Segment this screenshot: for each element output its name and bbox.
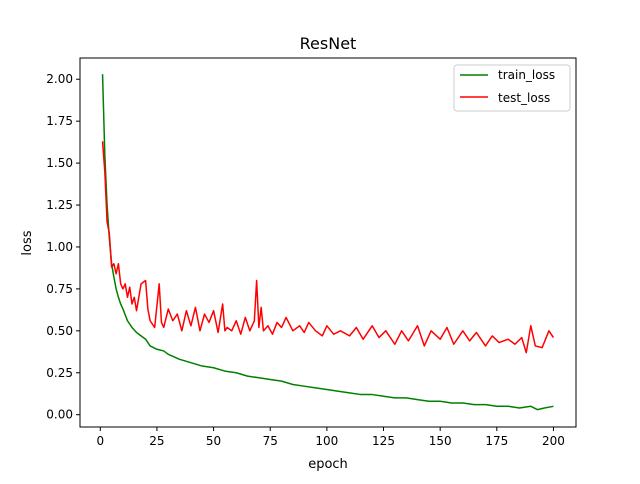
y-tick-label: 0.00 bbox=[46, 408, 73, 422]
y-tick-label: 0.50 bbox=[46, 324, 73, 338]
legend-label-train-loss: train_loss bbox=[498, 68, 555, 82]
x-tick-label: 75 bbox=[263, 434, 278, 448]
legend-label-test-loss: test_loss bbox=[498, 91, 550, 105]
plot-marks bbox=[101, 74, 555, 411]
series-line-test-loss bbox=[101, 141, 555, 354]
y-tick-label: 1.25 bbox=[46, 198, 73, 212]
x-tick-label: 200 bbox=[542, 434, 565, 448]
x-tick-label: 150 bbox=[429, 434, 452, 448]
x-tick-label: 175 bbox=[485, 434, 508, 448]
y-tick-label: 1.75 bbox=[46, 114, 73, 128]
y-axis-label: loss bbox=[20, 230, 35, 255]
x-tick-label: 100 bbox=[315, 434, 338, 448]
legend: train_loss test_loss bbox=[453, 64, 571, 112]
x-tick-label: 0 bbox=[96, 434, 104, 448]
y-tick-label: 0.75 bbox=[46, 282, 73, 296]
x-tick-label: 50 bbox=[206, 434, 221, 448]
y-tick-label: 1.00 bbox=[46, 240, 73, 254]
y-tick-label: 2.00 bbox=[46, 72, 73, 86]
y-tick-label: 1.50 bbox=[46, 156, 73, 170]
chart-title: ResNet bbox=[300, 34, 357, 53]
plot-frame bbox=[79, 57, 577, 428]
y-axis-ticks: 0.00 0.25 0.50 0.75 1.00 1.25 1.50 1.75 2.00 bbox=[46, 72, 80, 422]
x-axis-label: epoch bbox=[308, 457, 348, 472]
x-axis-ticks: 0 25 50 75 100 125 150 175 200 bbox=[96, 427, 565, 448]
y-tick-label: 0.25 bbox=[46, 366, 73, 380]
x-tick-label: 125 bbox=[372, 434, 395, 448]
series-line-train-loss bbox=[101, 74, 554, 411]
x-tick-label: 25 bbox=[149, 434, 164, 448]
legend-box bbox=[453, 64, 571, 112]
